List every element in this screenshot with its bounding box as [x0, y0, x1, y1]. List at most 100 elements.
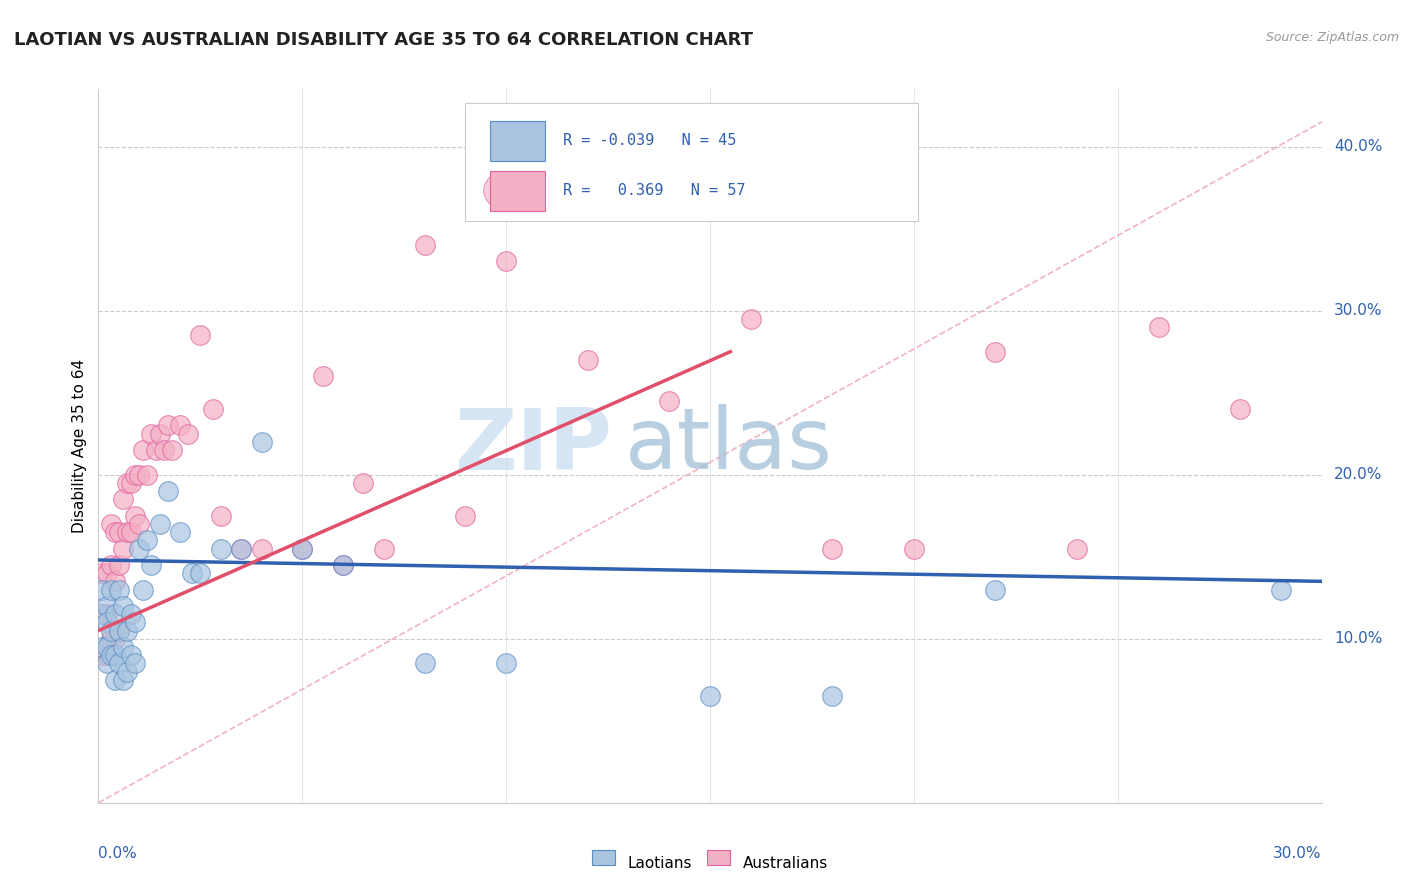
Point	[96, 640, 118, 654]
Point	[115, 475, 138, 490]
Point	[231, 541, 253, 556]
Point	[91, 607, 114, 622]
Point	[96, 566, 118, 581]
Text: ZIP: ZIP	[454, 404, 612, 488]
FancyBboxPatch shape	[465, 103, 918, 221]
Point	[120, 648, 142, 662]
Point	[291, 541, 314, 556]
Text: 40.0%: 40.0%	[1334, 139, 1382, 154]
Point	[100, 558, 122, 572]
Text: Source: ZipAtlas.com: Source: ZipAtlas.com	[1265, 31, 1399, 45]
Ellipse shape	[484, 173, 520, 209]
Point	[136, 533, 159, 548]
Point	[903, 541, 925, 556]
Text: 30.0%: 30.0%	[1274, 846, 1322, 861]
Point	[108, 657, 131, 671]
Point	[1270, 582, 1292, 597]
Point	[128, 541, 150, 556]
Point	[96, 648, 118, 662]
Point	[332, 558, 354, 572]
Point	[984, 582, 1007, 597]
Point	[108, 624, 131, 638]
Point	[149, 426, 172, 441]
Point	[188, 566, 212, 581]
Point	[108, 558, 131, 572]
Point	[291, 541, 314, 556]
Point	[124, 615, 146, 630]
Point	[104, 525, 127, 540]
Point	[100, 582, 122, 597]
Point	[104, 673, 127, 687]
Point	[454, 508, 477, 523]
Point	[413, 657, 436, 671]
Text: LAOTIAN VS AUSTRALIAN DISABILITY AGE 35 TO 64 CORRELATION CHART: LAOTIAN VS AUSTRALIAN DISABILITY AGE 35 …	[14, 31, 754, 49]
Point	[373, 541, 395, 556]
Text: 0.0%: 0.0%	[98, 846, 138, 861]
Point	[149, 516, 172, 531]
Y-axis label: Disability Age 35 to 64: Disability Age 35 to 64	[72, 359, 87, 533]
Point	[576, 352, 599, 367]
Point	[111, 599, 134, 613]
Point	[160, 443, 183, 458]
Point	[91, 648, 114, 662]
Point	[124, 657, 146, 671]
Point	[115, 624, 138, 638]
Point	[250, 434, 273, 449]
Text: atlas: atlas	[624, 404, 832, 488]
Point	[740, 311, 762, 326]
Point	[115, 525, 138, 540]
Point	[111, 492, 134, 507]
Point	[96, 607, 118, 622]
Point	[96, 657, 118, 671]
Point	[96, 615, 118, 630]
FancyBboxPatch shape	[489, 171, 546, 211]
Point	[141, 426, 163, 441]
Point	[100, 632, 122, 646]
Point	[495, 657, 517, 671]
Point	[156, 418, 179, 433]
Point	[104, 607, 127, 622]
Point	[128, 516, 150, 531]
Point	[96, 599, 118, 613]
Point	[821, 541, 844, 556]
Point	[332, 558, 354, 572]
Point	[100, 648, 122, 662]
Point	[352, 475, 374, 490]
Point	[136, 467, 159, 482]
Point	[658, 393, 681, 408]
Point	[111, 541, 134, 556]
Point	[413, 238, 436, 252]
Point	[124, 508, 146, 523]
Point	[312, 369, 335, 384]
Point	[104, 648, 127, 662]
Point	[108, 624, 131, 638]
Point	[100, 516, 122, 531]
Point	[111, 640, 134, 654]
FancyBboxPatch shape	[489, 121, 546, 161]
Point	[152, 443, 174, 458]
Point	[111, 673, 134, 687]
Point	[120, 525, 142, 540]
Point	[141, 558, 163, 572]
Point	[124, 467, 146, 482]
Point	[156, 484, 179, 499]
Text: 30.0%: 30.0%	[1334, 303, 1382, 318]
Point	[132, 582, 155, 597]
Point	[108, 525, 131, 540]
Point	[1229, 402, 1251, 417]
Point	[209, 541, 232, 556]
Point	[209, 508, 232, 523]
Point	[699, 689, 721, 703]
Point	[169, 418, 191, 433]
Legend: Laotians, Australians: Laotians, Australians	[586, 849, 834, 877]
Point	[1147, 320, 1170, 334]
Point	[177, 426, 200, 441]
Point	[108, 582, 131, 597]
Point	[250, 541, 273, 556]
Point	[145, 443, 167, 458]
Point	[104, 632, 127, 646]
Point	[120, 475, 142, 490]
Point	[91, 640, 114, 654]
Text: 20.0%: 20.0%	[1334, 467, 1382, 483]
Point	[1066, 541, 1088, 556]
